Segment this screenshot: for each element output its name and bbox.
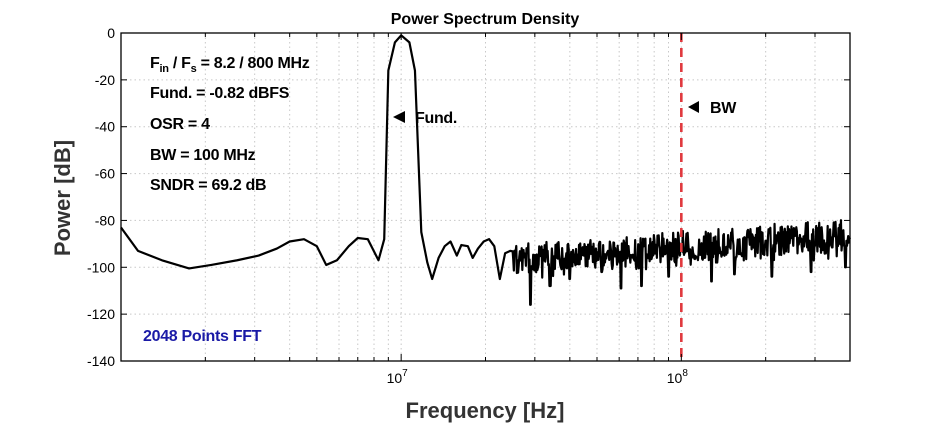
axes-frame: [120, 32, 851, 362]
y-tick-label: -120: [87, 306, 115, 322]
annotation-block: Fin / Fs = 8.2 / 800 MHz Fund. = -0.82 dB…: [150, 55, 310, 194]
x-tick-label: 108: [667, 368, 689, 386]
left-triangle-icon: [688, 101, 699, 113]
y-tick-label: -20: [95, 72, 115, 88]
grid: [120, 32, 851, 362]
fundamental-label: Fund.: [393, 110, 457, 127]
bandwidth-label-text: BW: [710, 100, 737, 117]
fft-points-note: 2048 Points FFT: [143, 328, 262, 345]
psd-series-line: [120, 34, 852, 306]
plot-area: [120, 34, 852, 306]
fundamental-label-text: Fund.: [415, 110, 457, 127]
annotation-line: SNDR = 69.2 dB: [150, 177, 266, 194]
annotation-line: Fin / Fs = 8.2 / 800 MHz: [150, 55, 310, 75]
chart-title: Power Spectrum Density: [391, 11, 580, 28]
y-axis-label: Power [dB]: [50, 140, 75, 256]
annotation-line: OSR = 4: [150, 116, 210, 133]
y-tick-label: -100: [87, 259, 115, 275]
x-tick-label: 107: [387, 368, 409, 386]
axis-ticks: 0 -20 -40 -60 -80 -100 -120 -140 107 108: [87, 25, 851, 386]
x-axis-label: Frequency [Hz]: [406, 398, 565, 423]
y-tick-label: -60: [95, 166, 115, 182]
y-tick-label: 0: [107, 25, 115, 41]
y-tick-label: -140: [87, 353, 115, 369]
left-triangle-icon: [393, 111, 405, 123]
annotation-line: Fund. = -0.82 dBFS: [150, 85, 290, 102]
annotation-line: BW = 100 MHz: [150, 147, 256, 164]
y-tick-label: -40: [95, 119, 115, 135]
bandwidth-label: BW: [688, 100, 738, 117]
y-tick-label: -80: [95, 212, 115, 228]
axes-box: [120, 32, 851, 362]
